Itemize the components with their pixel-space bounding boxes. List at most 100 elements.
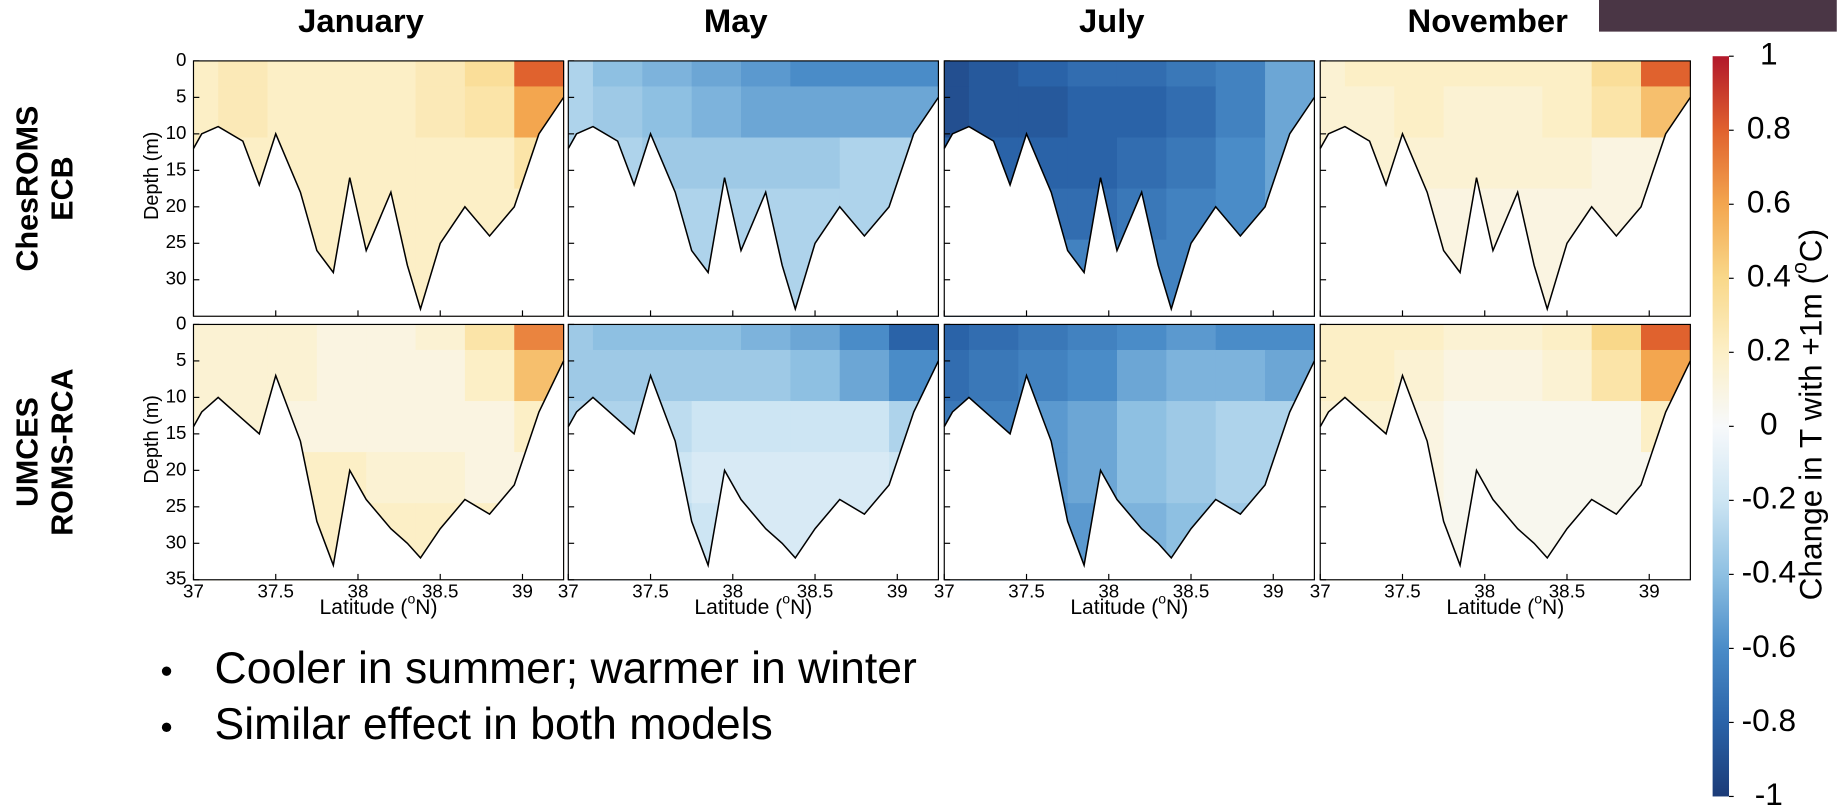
bathymetry-line (192, 96, 565, 312)
contour-cell (366, 452, 417, 504)
contour-cell (1215, 324, 1266, 351)
contour-cell (568, 60, 594, 88)
contour-cell (1018, 86, 1069, 139)
contour-cell (1591, 60, 1642, 88)
bathymetry-line (943, 96, 1316, 312)
seabed-mask (568, 97, 939, 317)
y-tick-label: 5 (176, 349, 186, 370)
contour-cell (968, 86, 1019, 139)
label-part: N) (415, 595, 437, 618)
y-axis-label: Depth (m) (141, 132, 163, 221)
contour-cell (568, 349, 594, 402)
contour-cell (1166, 401, 1217, 453)
label-part: Latitude ( (694, 595, 782, 618)
contour-cell (1166, 137, 1217, 190)
contour-cell (691, 349, 742, 402)
contour-cell (415, 324, 466, 351)
contour-cell (790, 60, 841, 88)
bathymetry-line (943, 360, 1316, 569)
contour-cell (415, 349, 466, 402)
colorbar-tick-label: -0.2 (1742, 480, 1796, 516)
contour-cell (193, 60, 219, 88)
contour-cell (1591, 349, 1642, 402)
contour-cell (1542, 60, 1593, 88)
contour-cell (1166, 86, 1217, 139)
contour-cell (839, 60, 890, 88)
contour-cell (790, 349, 841, 402)
row-label: ChesROMS (11, 106, 45, 272)
superscript: o (1788, 262, 1811, 274)
x-tick-label: 38 (722, 581, 743, 602)
contour-cell (415, 401, 466, 453)
colorbar-tick-label: -0.8 (1742, 702, 1796, 738)
superscript: o (1534, 590, 1542, 606)
seabed-mask (944, 97, 1315, 317)
contour-cell (741, 60, 791, 88)
contour-cell (1116, 137, 1167, 190)
x-tick-label: 39 (1639, 581, 1660, 602)
contour-cell (1492, 137, 1543, 190)
contour-cell (366, 324, 417, 351)
contour-cell (1492, 349, 1543, 402)
contour-cell (1591, 324, 1642, 351)
x-tick-label: 37 (558, 581, 579, 602)
colorbar-tick-label: 1 (1760, 36, 1778, 72)
contour-cell (366, 60, 417, 88)
contour-cell (790, 86, 841, 139)
contour-cell (1492, 86, 1543, 139)
y-tick-label: 15 (166, 158, 187, 179)
contour-cell (316, 349, 367, 402)
contour-cell (691, 86, 742, 139)
contour-cell (790, 401, 841, 453)
contour-cell (1018, 324, 1069, 351)
contour-cell (1344, 349, 1395, 402)
contour-cell (316, 60, 367, 88)
panel-frame (567, 323, 939, 581)
contour-cell (366, 137, 417, 190)
colorbar-label: Change in T with +1m (oC) (1788, 229, 1829, 601)
y-tick-label: 10 (166, 385, 187, 406)
y-tick-label: 5 (176, 85, 186, 106)
contour-cell (1067, 401, 1118, 453)
contour-cell (1067, 60, 1118, 88)
colorbar-tick-label: 0.8 (1747, 110, 1791, 146)
contour-cell (1320, 349, 1346, 402)
bathymetry-line (1319, 96, 1691, 312)
y-axis-label: Depth (m) (141, 395, 163, 483)
contour-cell (1443, 86, 1494, 139)
x-tick-label: 39 (512, 581, 533, 602)
bullet-text: Similar effect in both models (215, 700, 773, 749)
superscript: o (1158, 590, 1166, 606)
contour-cell (1443, 137, 1494, 190)
contour-cell (1116, 60, 1167, 88)
column-title: November (1408, 2, 1569, 39)
contour-cell (592, 86, 643, 139)
contour-cell (415, 452, 466, 504)
x-tick-label: 37.5 (1384, 581, 1420, 602)
contour-cell (1166, 324, 1217, 351)
contour-cell (691, 401, 742, 453)
x-axis-label: Latitude (oN) (694, 590, 812, 618)
contour-cell (1591, 86, 1642, 139)
contour-cell (1320, 324, 1346, 351)
seabed-mask (193, 97, 564, 317)
contour-cell (1492, 324, 1543, 351)
x-tick-label: 38.5 (1549, 581, 1585, 602)
contour-cell (839, 324, 890, 351)
contour-cell (889, 324, 939, 351)
seabed-mask (193, 360, 564, 580)
x-tick-label: 37 (1310, 581, 1331, 602)
contour-cell (218, 324, 269, 351)
column-title: May (704, 2, 769, 39)
contour-cell (1394, 324, 1445, 351)
contour-cell (1394, 60, 1445, 88)
y-tick-label: 20 (166, 195, 187, 216)
contour-cell (1492, 401, 1543, 453)
contour-cell (1591, 137, 1642, 190)
contour-cell (464, 137, 515, 190)
y-tick-label: 35 (166, 568, 187, 589)
contour-cell (1443, 324, 1494, 351)
contour-cell (1542, 137, 1593, 190)
